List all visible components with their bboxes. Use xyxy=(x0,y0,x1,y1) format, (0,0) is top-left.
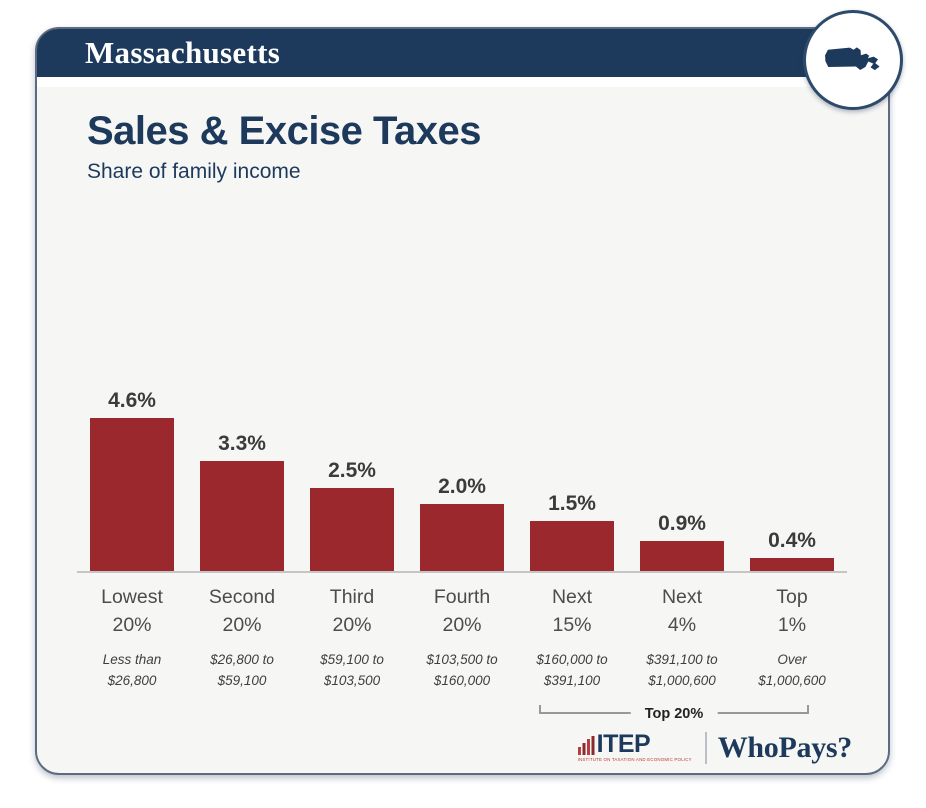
itep-bar-chart-icon xyxy=(577,736,595,756)
chart-labels: Lowest 20% Less than $26,800 Second 20% $26,80… xyxy=(77,584,847,691)
bar-value-label: 4.6% xyxy=(108,389,156,412)
itep-tagline: INSTITUTE ON TAXATION AND ECONOMIC POLIC… xyxy=(577,757,692,763)
bar xyxy=(640,541,724,571)
page-title: Sales & Excise Taxes xyxy=(87,109,481,153)
bar-value-label: 0.9% xyxy=(658,512,706,535)
itep-logo-top: ITEP xyxy=(577,729,692,758)
category-label: Fourth 20% xyxy=(433,586,491,636)
bar xyxy=(200,461,284,571)
top-20-bracket: Top 20% xyxy=(538,704,809,722)
bar xyxy=(310,488,394,571)
bar xyxy=(90,418,174,571)
category-column: Second 20% $26,800 to $59,100 xyxy=(187,584,297,691)
state-report-card: Massachusetts Sales & Excise Taxes Share… xyxy=(35,10,903,775)
bracket-row: Top 20% xyxy=(77,704,847,737)
itep-wordmark: ITEP xyxy=(596,729,651,758)
category-label: Third 20% xyxy=(329,586,375,636)
bar xyxy=(420,504,504,571)
bar-value-label: 2.5% xyxy=(328,459,376,482)
bar xyxy=(530,521,614,571)
bar-column: 2.5% xyxy=(297,459,407,571)
state-badge xyxy=(803,10,903,110)
income-range-label: $59,100 to $103,500 xyxy=(320,652,384,688)
category-column: Lowest 20% Less than $26,800 xyxy=(77,584,187,691)
income-range-label: $160,000 to $391,100 xyxy=(536,652,608,688)
footer-logos: ITEP INSTITUTE ON TAXATION AND ECONOMIC … xyxy=(577,729,853,765)
page-subtitle: Share of family income xyxy=(87,160,301,183)
chart-bars: 4.6% 3.3% 2.5% 2.0% 1.5% 0.9% 0.4% xyxy=(77,87,847,573)
whopays-wordmark: WhoPays? xyxy=(717,731,853,764)
category-column: Third 20% $59,100 to $103,500 xyxy=(297,584,407,691)
header-divider-strip xyxy=(37,77,888,87)
category-column: Top 1% Over $1,000,600 xyxy=(737,584,847,691)
footer-divider xyxy=(704,732,707,764)
bar-column: 0.9% xyxy=(627,512,737,571)
bracket-label: Top 20% xyxy=(630,705,718,722)
title-block: Sales & Excise Taxes Share of family inc… xyxy=(87,109,481,184)
bar xyxy=(750,558,834,571)
category-label: Next 4% xyxy=(661,586,703,636)
bar-column: 2.0% xyxy=(407,475,517,571)
income-range-label: Over $1,000,600 xyxy=(758,652,826,688)
income-range-label: $391,100 to $1,000,600 xyxy=(646,652,718,688)
income-range-label: $26,800 to $59,100 xyxy=(210,652,274,688)
bar-value-label: 1.5% xyxy=(548,492,596,515)
state-name-heading: Massachusetts xyxy=(85,35,281,70)
bar-column: 1.5% xyxy=(517,492,627,571)
category-label: Lowest 20% xyxy=(101,586,163,636)
bar-column: 4.6% xyxy=(77,389,187,571)
itep-logo: ITEP INSTITUTE ON TAXATION AND ECONOMIC … xyxy=(577,729,692,763)
category-label: Next 15% xyxy=(551,586,593,636)
bar-value-label: 3.3% xyxy=(218,432,266,455)
category-column: Next 4% $391,100 to $1,000,600 xyxy=(627,584,737,691)
bar-value-label: 2.0% xyxy=(438,475,486,498)
massachusetts-state-icon xyxy=(825,47,880,71)
bar-column: 0.4% xyxy=(737,529,847,571)
category-column: Next 15% $160,000 to $391,100 xyxy=(517,584,627,691)
category-label: Top 1% xyxy=(776,586,808,636)
income-range-label: $103,500 to $160,000 xyxy=(426,652,498,688)
bar-value-label: 0.4% xyxy=(768,529,816,552)
category-column: Fourth 20% $103,500 to $160,000 xyxy=(407,584,517,691)
category-label: Second 20% xyxy=(208,586,276,636)
bar-chart: 4.6% 3.3% 2.5% 2.0% 1.5% 0.9% 0.4% Lowest 20% Le… xyxy=(77,87,847,737)
income-range-label: Less than $26,800 xyxy=(102,652,162,688)
header-bar: Massachusetts xyxy=(37,29,888,77)
bar-column: 3.3% xyxy=(187,432,297,571)
